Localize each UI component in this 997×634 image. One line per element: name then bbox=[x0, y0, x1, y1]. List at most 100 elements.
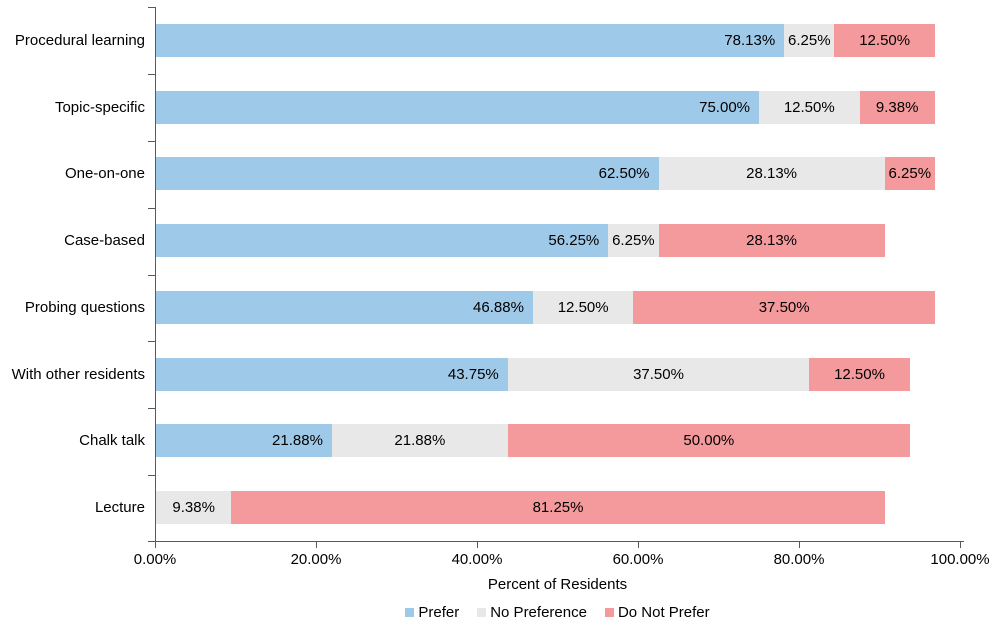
bar-row: Topic-specific 75.00% 12.50% 9.38% bbox=[55, 74, 960, 141]
bar-row: Probing questions 46.88% 12.50% 37.50% bbox=[25, 274, 960, 341]
x-axis-title: Percent of Residents bbox=[487, 576, 628, 593]
y-tick bbox=[148, 541, 155, 542]
bar-segment-no-preference: 21.88% bbox=[331, 424, 508, 458]
category-label: Topic-specific bbox=[54, 98, 145, 116]
y-tick bbox=[148, 408, 155, 410]
data-label: 12.50% bbox=[557, 298, 609, 316]
data-label: 50.00% bbox=[683, 432, 735, 450]
y-tick bbox=[148, 7, 155, 8]
bar-segment-prefer: 78.13% bbox=[156, 23, 785, 57]
bar-segment-do-not-prefer: 37.50% bbox=[633, 290, 935, 324]
legend-swatch bbox=[477, 608, 487, 617]
data-label: 6.25% bbox=[788, 31, 831, 49]
bar-row: One-on-one 62.50% 28.13% 6.25% bbox=[65, 141, 960, 208]
data-label: 9.38% bbox=[172, 499, 215, 517]
y-axis-line bbox=[155, 7, 156, 542]
y-tick bbox=[148, 73, 155, 75]
category-label: Chalk talk bbox=[79, 432, 145, 450]
data-label: 21.88% bbox=[394, 432, 446, 450]
stacked-bar: 75.00% 12.50% 9.38% bbox=[156, 90, 960, 124]
data-label: 37.50% bbox=[633, 365, 684, 383]
stacked-bar: 46.88% 12.50% 37.50% bbox=[156, 290, 960, 324]
bar-rows: Procedural learning 78.13% 6.25% 12.50% Topi… bbox=[12, 7, 960, 541]
x-tick-label: 80.00% bbox=[773, 551, 825, 568]
category-label: One-on-one bbox=[64, 165, 145, 183]
data-label: 9.38% bbox=[875, 98, 919, 116]
bar-segment-do-not-prefer: 9.38% bbox=[859, 90, 935, 124]
bar-segment-no-preference: 28.13% bbox=[658, 157, 885, 191]
bar-row: Case-based 56.25% 6.25% 28.13% bbox=[64, 207, 960, 274]
plot-area: Procedural learning 78.13% 6.25% 12.50% Topi… bbox=[12, 7, 990, 621]
data-label: 43.75% bbox=[447, 365, 499, 383]
bar-segment-prefer: 46.88% bbox=[156, 290, 533, 324]
bar-segment-prefer: 43.75% bbox=[156, 357, 508, 391]
bar-row: Procedural learning 78.13% 6.25% 12.50% bbox=[15, 7, 960, 74]
legend-label: Do Not Prefer bbox=[617, 604, 710, 621]
y-tick bbox=[148, 207, 155, 209]
x-tick-label: 0.00% bbox=[133, 551, 177, 568]
category-label: Case-based bbox=[64, 232, 145, 250]
bar-segment-prefer: 62.50% bbox=[156, 157, 659, 191]
y-tick bbox=[148, 475, 155, 477]
bar-segment-no-preference: 12.50% bbox=[759, 90, 860, 124]
bar-segment-do-not-prefer: 50.00% bbox=[507, 424, 910, 458]
data-label: 81.25% bbox=[532, 499, 584, 517]
x-tick-label: 60.00% bbox=[612, 551, 664, 568]
bar-segment-do-not-prefer: 81.25% bbox=[231, 491, 885, 525]
x-tick bbox=[960, 542, 961, 548]
data-label: 21.88% bbox=[272, 432, 323, 450]
bar-segment-prefer: 75.00% bbox=[156, 90, 759, 124]
category-label: Lecture bbox=[94, 499, 145, 517]
data-label: 46.88% bbox=[473, 298, 524, 316]
x-tick-label: 20.00% bbox=[290, 551, 342, 568]
legend-item-do-not-prefer: Do Not Prefer bbox=[604, 604, 710, 621]
x-tick-label: 40.00% bbox=[451, 551, 503, 568]
data-label: 28.13% bbox=[746, 232, 798, 250]
data-label: 28.13% bbox=[746, 165, 798, 183]
legend-label: No Preference bbox=[490, 604, 587, 621]
x-tick bbox=[799, 542, 800, 548]
data-label: 37.50% bbox=[758, 298, 810, 316]
bar-row: Lecture 9.38% 81.25% bbox=[95, 474, 960, 541]
stacked-bar: 21.88% 21.88% 50.00% bbox=[156, 424, 960, 458]
legend-item-no-preference: No Preference bbox=[477, 604, 587, 621]
data-label: 62.50% bbox=[598, 165, 650, 183]
stacked-bar: 78.13% 6.25% 12.50% bbox=[156, 23, 960, 57]
x-axis-line bbox=[155, 541, 964, 542]
bar-row: With other residents 43.75% 37.50% 12.50% bbox=[12, 341, 960, 408]
data-label: 56.25% bbox=[548, 232, 600, 250]
data-label: 12.50% bbox=[834, 365, 885, 383]
data-label: 78.13% bbox=[724, 31, 776, 49]
stacked-bar: 62.50% 28.13% 6.25% bbox=[156, 157, 960, 191]
y-tick bbox=[148, 140, 155, 142]
legend-item-prefer: Prefer bbox=[405, 604, 459, 621]
bar-row: Chalk talk 21.88% 21.88% 50.00% bbox=[79, 408, 960, 475]
category-label: Procedural learning bbox=[14, 31, 145, 49]
x-tick bbox=[477, 542, 478, 548]
bar-segment-prefer: 56.25% bbox=[156, 224, 609, 258]
category-label: Probing questions bbox=[24, 298, 145, 316]
bar-segment-no-preference: 6.25% bbox=[784, 23, 835, 57]
stacked-bar: 9.38% 81.25% bbox=[156, 491, 960, 525]
data-label: 6.25% bbox=[888, 165, 932, 183]
data-label: 6.25% bbox=[612, 232, 655, 250]
bar-segment-no-preference: 6.25% bbox=[608, 224, 659, 258]
data-label: 75.00% bbox=[699, 98, 750, 116]
bar-segment-no-preference: 9.38% bbox=[156, 491, 232, 525]
bar-segment-do-not-prefer: 12.50% bbox=[809, 357, 910, 391]
legend: Prefer No Preference Do Not Prefer bbox=[155, 604, 960, 621]
bar-segment-no-preference: 37.50% bbox=[507, 357, 810, 391]
bar-segment-do-not-prefer: 6.25% bbox=[884, 157, 935, 191]
x-tick bbox=[316, 542, 317, 548]
legend-swatch bbox=[604, 608, 614, 617]
data-label: 12.50% bbox=[859, 31, 911, 49]
bar-segment-no-preference: 12.50% bbox=[532, 290, 634, 324]
bar-segment-prefer: 21.88% bbox=[156, 424, 332, 458]
x-tick-label: 100.00% bbox=[930, 551, 990, 568]
category-label: With other residents bbox=[11, 365, 145, 383]
bar-segment-do-not-prefer: 12.50% bbox=[834, 23, 935, 57]
data-label: 12.50% bbox=[783, 98, 835, 116]
stacked-bar: 56.25% 6.25% 28.13% bbox=[156, 224, 960, 258]
x-tick bbox=[155, 542, 156, 548]
